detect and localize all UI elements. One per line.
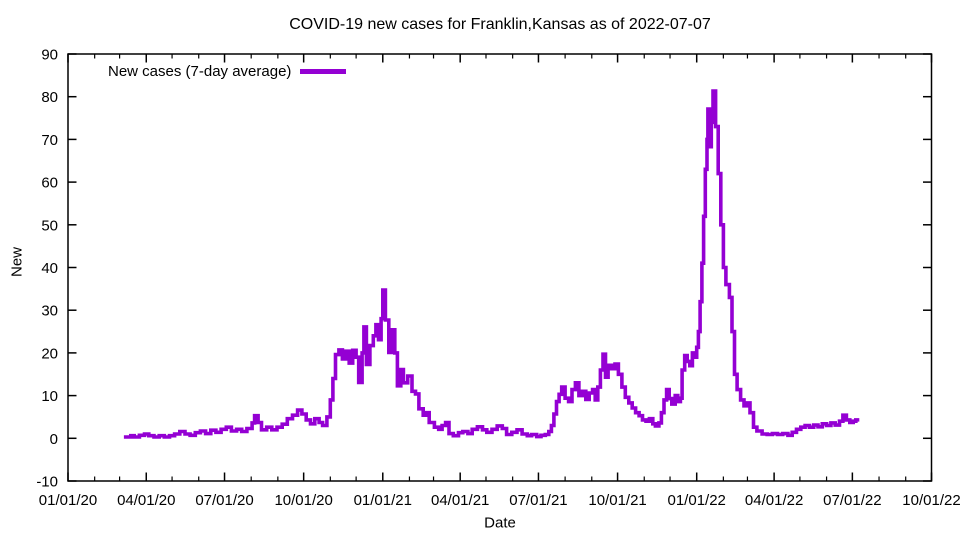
x-tick-label: 07/01/20 [195,492,253,509]
x-tick-label: 04/01/20 [117,492,175,509]
y-tick-label: -10 [36,474,58,491]
plot-border [67,53,933,482]
x-tick-label: 01/01/22 [668,492,726,509]
x-tick-label: 10/01/20 [274,492,332,509]
legend-line-sample [300,69,347,74]
y-tick-label: 40 [41,260,58,277]
y-tick-label: 20 [41,345,58,362]
x-tick-label: 10/01/21 [588,492,646,509]
x-tick-label: 04/01/22 [745,492,803,509]
chart-title: COVID-19 new cases for Franklin,Kansas a… [289,16,711,33]
series-line-new-cases [123,89,860,439]
x-tick-label: 07/01/22 [823,492,881,509]
x-axis-title: Date [484,514,516,532]
x-tick-label: 04/01/21 [431,492,489,509]
legend: New cases (7-day average) [108,63,347,80]
y-tick-label: 90 [41,47,58,64]
x-tick-label: 01/01/21 [354,492,412,509]
y-tick-label: 0 [50,431,58,448]
y-tick-label: 70 [41,132,58,149]
x-tick-label: 01/01/20 [39,492,97,509]
y-tick-label: 10 [41,388,58,405]
y-tick-label: 60 [41,175,58,192]
legend-label: New cases (7-day average) [108,63,292,80]
x-tick-label: 10/01/22 [902,492,960,509]
y-tick-label: 80 [41,89,58,106]
y-tick-label: 30 [41,303,58,320]
y-tick-label: 50 [41,217,58,234]
x-tick-label: 07/01/21 [509,492,567,509]
